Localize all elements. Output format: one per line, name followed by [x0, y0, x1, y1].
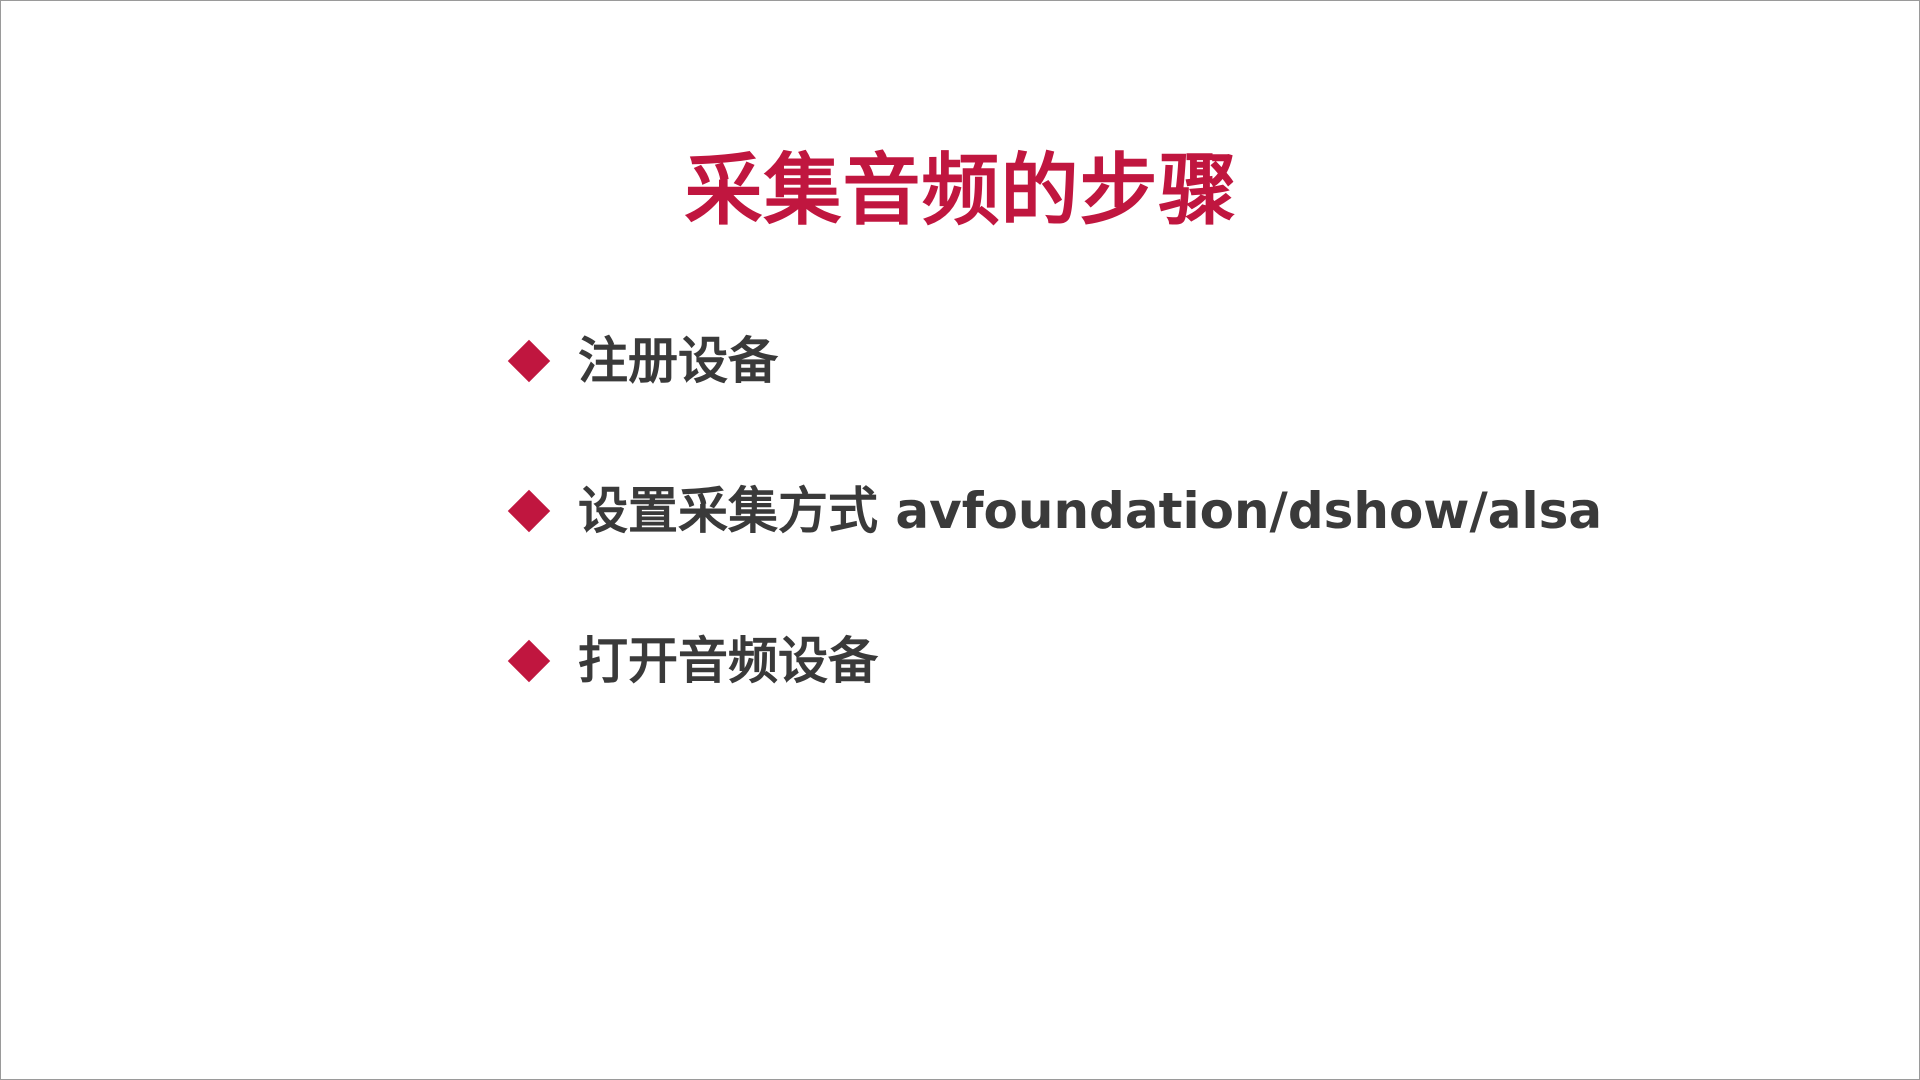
bullet-text: 注册设备	[578, 332, 778, 390]
bullet-item-set-capture-method: 设置采集方式 avfoundation/dshow/alsa	[506, 471, 1806, 551]
diamond-bullet-icon	[507, 489, 551, 533]
diamond-bullet-icon	[507, 639, 551, 683]
bullet-item-register-device: 注册设备	[506, 321, 1806, 401]
bullet-text: 打开音频设备	[578, 632, 878, 690]
diamond-bullet-icon	[507, 339, 551, 383]
bullet-list: 注册设备 设置采集方式 avfoundation/dshow/alsa 打开音频…	[506, 321, 1806, 771]
bullet-item-open-audio-device: 打开音频设备	[506, 621, 1806, 701]
bullet-text: 设置采集方式 avfoundation/dshow/alsa	[578, 482, 1603, 540]
slide-title: 采集音频的步骤	[684, 146, 1238, 236]
